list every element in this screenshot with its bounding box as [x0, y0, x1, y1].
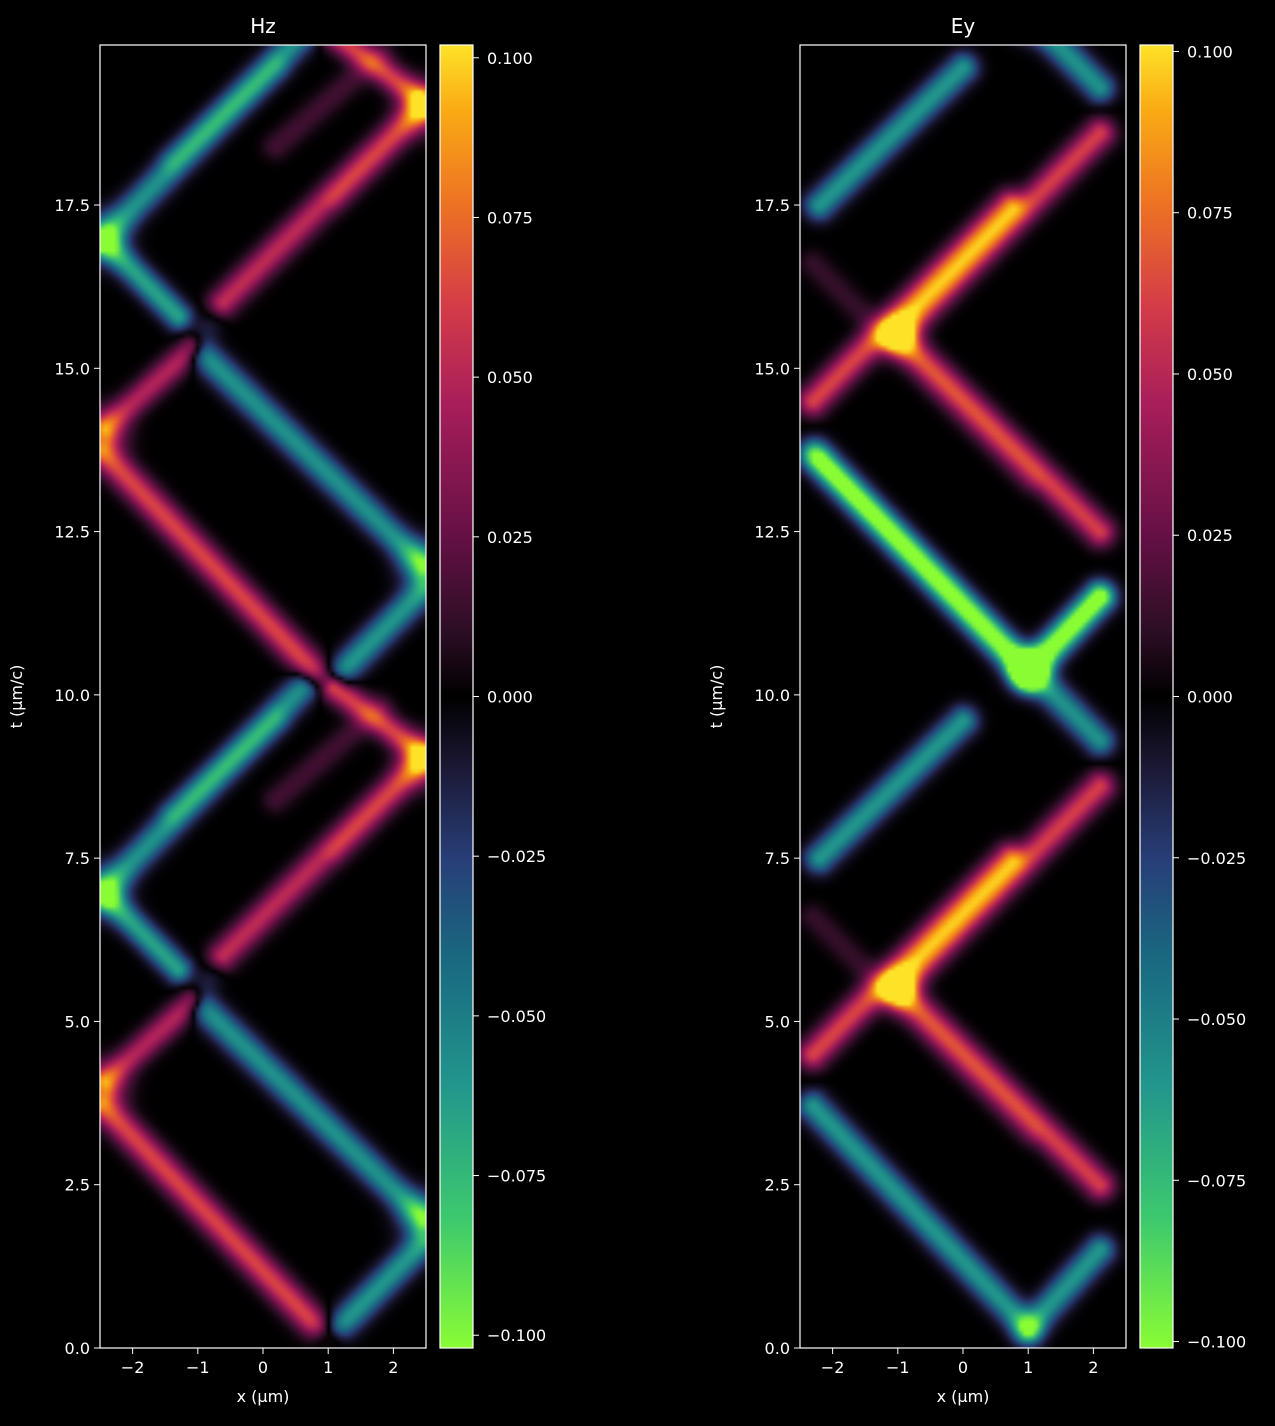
x-tick-label: −1: [886, 1358, 910, 1377]
x-tick-label: 2: [388, 1358, 398, 1377]
colorbar-tick-label: 0.100: [487, 49, 533, 68]
y-tick-label: 0.0: [65, 1339, 90, 1358]
y-tick-label: 5.0: [65, 1012, 90, 1031]
colorbar-tick-label: 0.000: [487, 688, 533, 707]
y-tick-label: 2.5: [65, 1176, 90, 1195]
x-tick-label: 0: [258, 1358, 268, 1377]
heatmap-image: [800, 45, 1126, 1348]
y-tick-label: 5.0: [765, 1012, 790, 1031]
colorbar-tick-label: −0.025: [1187, 849, 1246, 868]
colorbar-tick-label: −0.050: [1187, 1010, 1246, 1029]
x-tick-label: 1: [323, 1358, 333, 1377]
chart-title: Ey: [951, 14, 976, 38]
chart-title: Hz: [250, 14, 276, 38]
hz-chart: Hz −2 −1 0 1 2 x (µm) 0.0 2.5 5.0 7.5 10.0 12.5 15.0 1…: [7, 14, 546, 1406]
y-axis-label: t (µm/c): [7, 665, 26, 729]
x-tick-label: −1: [186, 1358, 210, 1377]
colorbar-tick-label: −0.050: [487, 1007, 546, 1026]
colorbar-tick-label: 0.100: [1187, 42, 1233, 61]
x-tick-label: 1: [1023, 1358, 1033, 1377]
colorbar-tick-label: 0.050: [487, 368, 533, 387]
x-axis-label: x (µm): [237, 1387, 290, 1406]
colorbar-tick-label: −0.075: [487, 1167, 546, 1186]
colorbar-tick-label: 0.025: [1187, 526, 1233, 545]
colorbar-tick-label: −0.100: [1187, 1333, 1246, 1352]
x-tick-label: −2: [821, 1358, 845, 1377]
colorbar-tick-label: −0.025: [487, 847, 546, 866]
y-tick-label: 7.5: [65, 849, 90, 868]
colorbar-tick-label: 0.000: [1187, 688, 1233, 707]
y-tick-label: 10.0: [54, 686, 90, 705]
y-tick-label: 7.5: [765, 849, 790, 868]
y-tick-label: 17.5: [54, 196, 90, 215]
y-tick-label: 15.0: [54, 359, 90, 378]
colorbar-tick-label: −0.075: [1187, 1171, 1246, 1190]
x-tick-label: 2: [1088, 1358, 1098, 1377]
heatmap-image: [100, 45, 426, 1348]
colorbar-tick-label: 0.050: [1187, 365, 1233, 384]
chart-panel-ey: Ey −2 −1 0 1 2 x (µm) 0.0 2.5 5.0 7.5 10.0 12.5 15.0 1…: [640, 0, 1275, 1426]
chart-panel-hz: Hz −2 −1 0 1 2 x (µm) 0.0 2.5 5.0 7.5 10.0 12.5 15.0 1…: [7, 14, 546, 1406]
colorbar-tick-label: 0.075: [1187, 204, 1233, 223]
ey-chart: Ey −2 −1 0 1 2 x (µm) 0.0 2.5 5.0 7.5 10.0 12.5 15.0 1…: [707, 14, 1246, 1406]
colorbar-tick-label: 0.025: [487, 528, 533, 547]
x-tick-label: −2: [121, 1358, 145, 1377]
y-tick-label: 12.5: [54, 523, 90, 542]
colorbar: [439, 44, 474, 1349]
y-tick-label: 10.0: [754, 686, 790, 705]
colorbar-tick-label: −0.100: [487, 1326, 546, 1345]
y-tick-label: 0.0: [765, 1339, 790, 1358]
y-tick-label: 12.5: [754, 523, 790, 542]
y-tick-label: 17.5: [754, 196, 790, 215]
y-axis-label: t (µm/c): [707, 665, 726, 729]
colorbar: [1139, 44, 1174, 1349]
y-tick-label: 2.5: [765, 1176, 790, 1195]
x-tick-label: 0: [958, 1358, 968, 1377]
x-axis-label: x (µm): [937, 1387, 990, 1406]
y-tick-label: 15.0: [754, 359, 790, 378]
colorbar-tick-label: 0.075: [487, 208, 533, 227]
